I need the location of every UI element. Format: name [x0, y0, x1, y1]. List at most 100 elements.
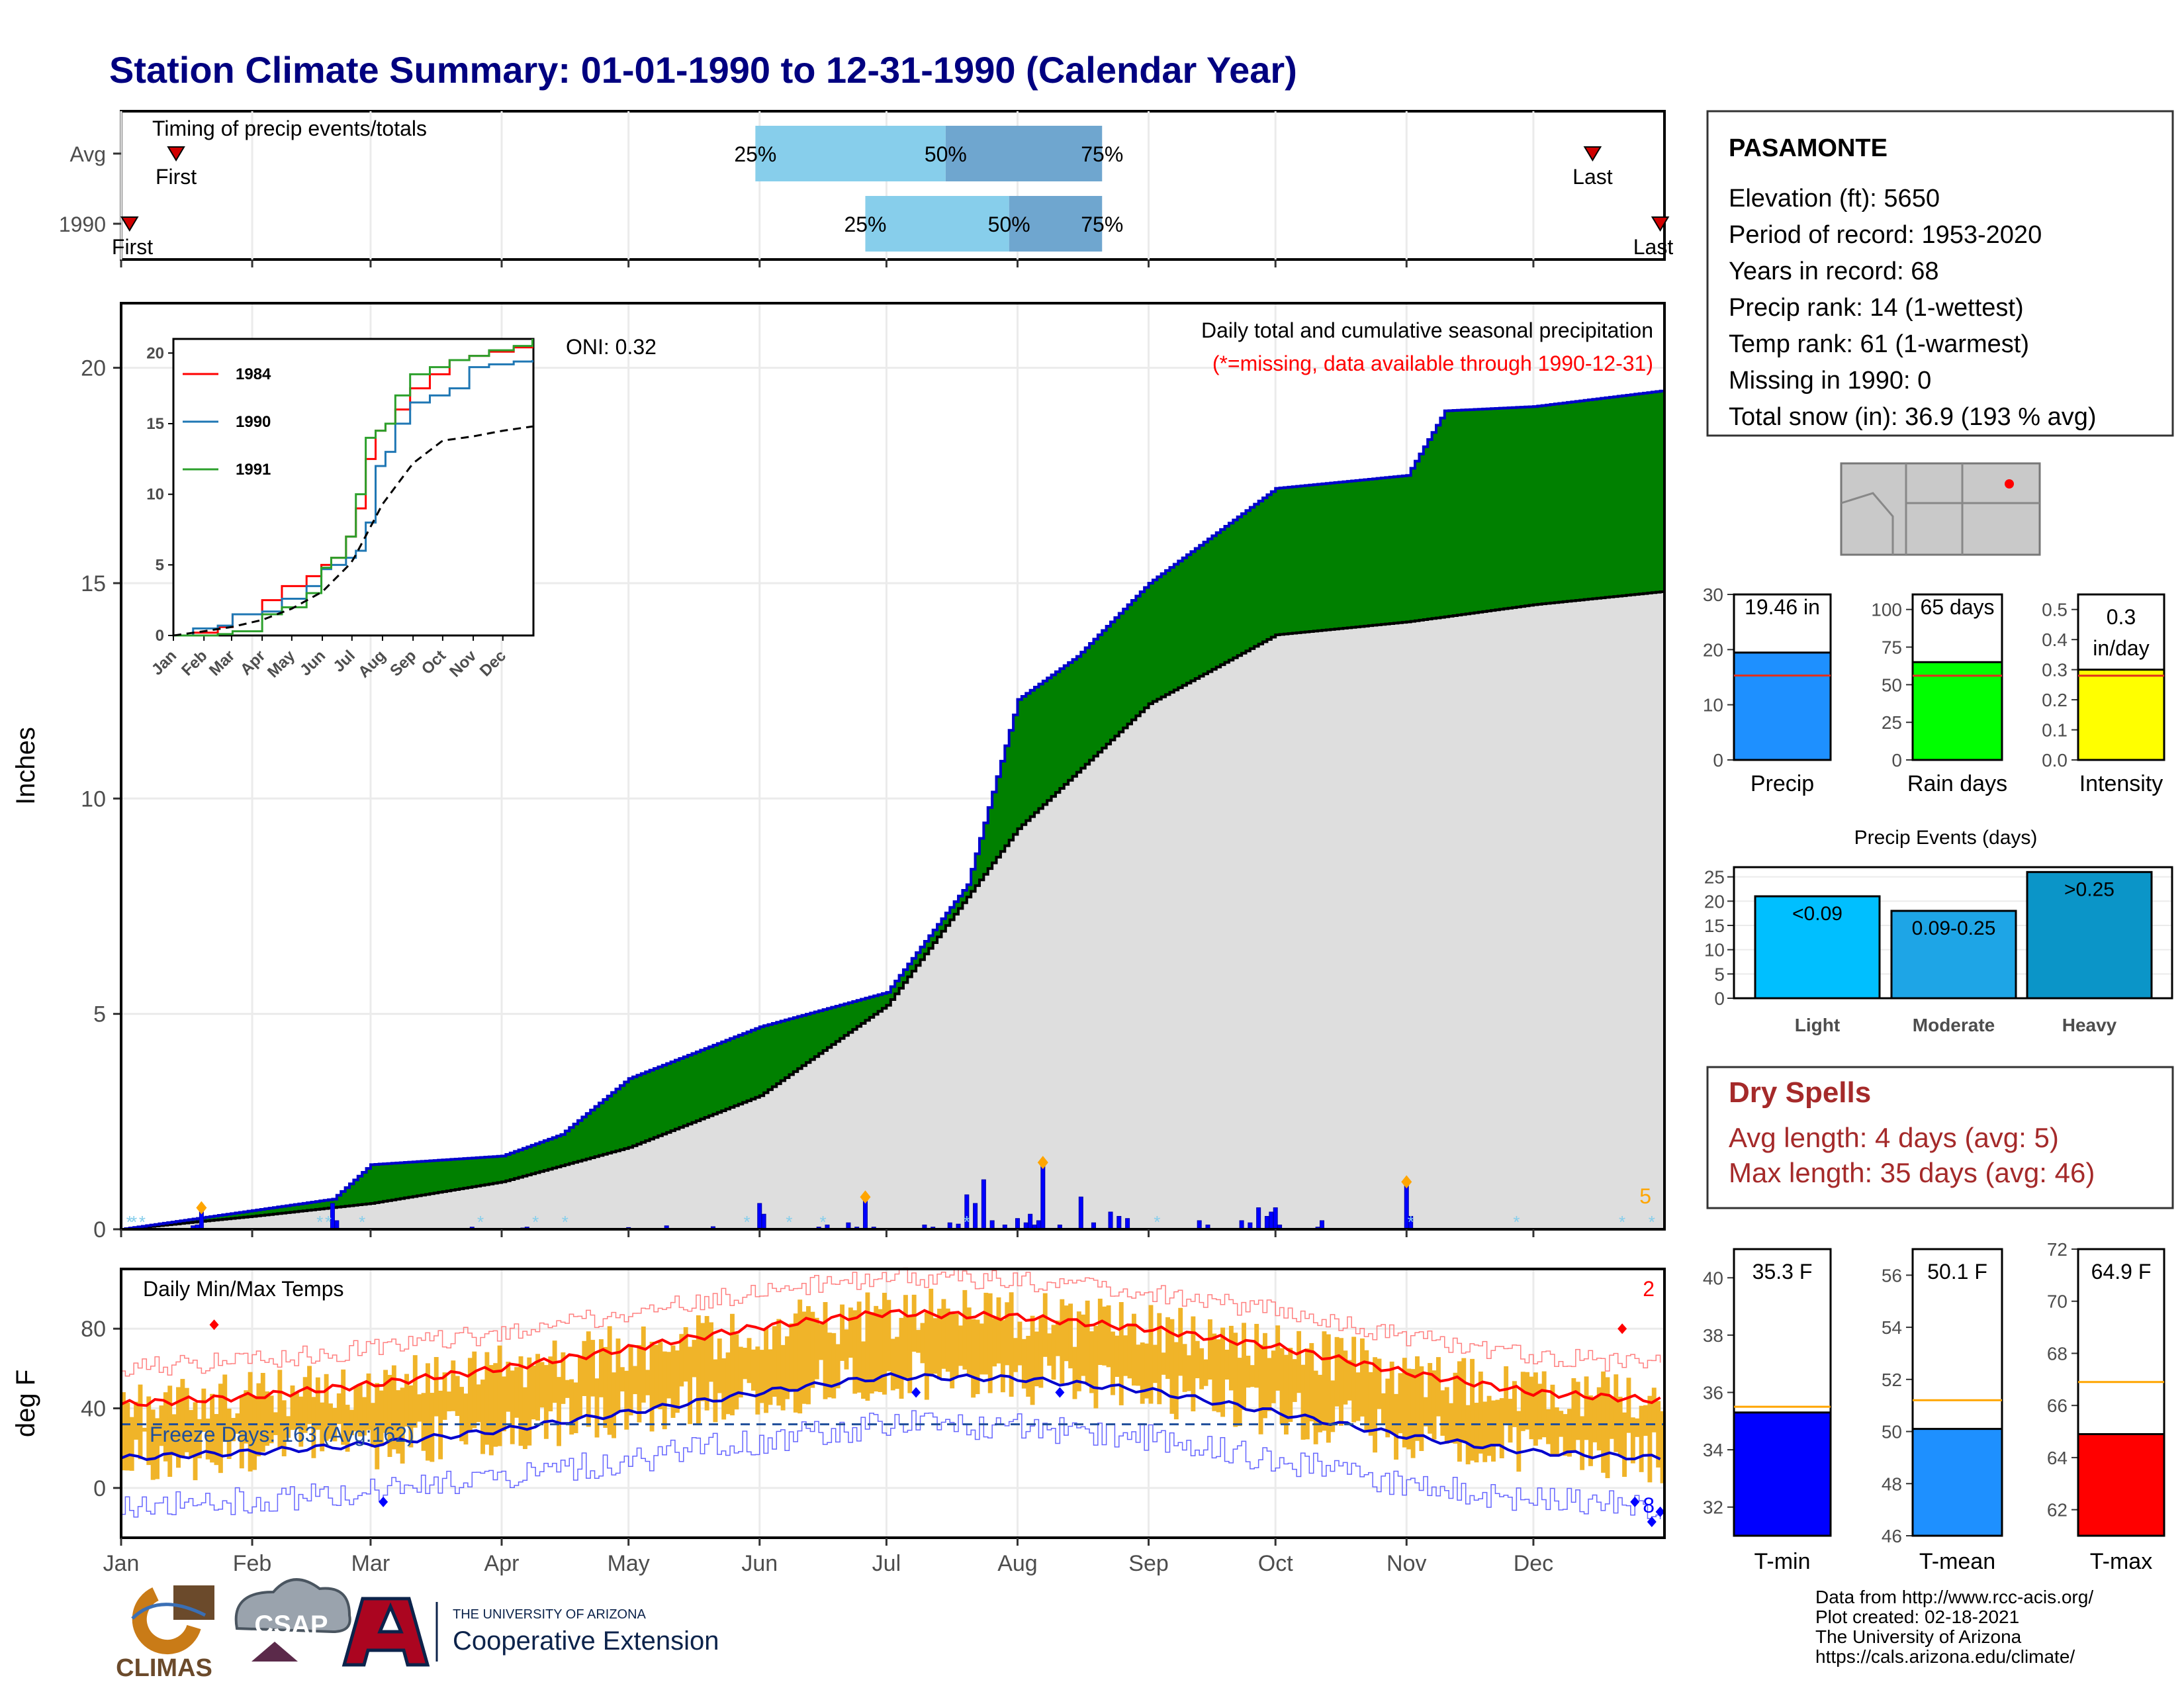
- mini-bar-value: [1911, 661, 2003, 761]
- daily-temp-range-bar: [1127, 1323, 1132, 1379]
- mini-bar-tick-label: 0: [1891, 750, 1902, 771]
- daily-temp-range-bar: [1021, 1338, 1026, 1389]
- daily-precip-bar: [1264, 1215, 1269, 1230]
- mini-bar-value-label: 19.46 in: [1745, 595, 1820, 619]
- daily-temp-range-bar: [256, 1383, 261, 1456]
- timing-row-label: 1990: [59, 212, 106, 236]
- daily-temp-range-bar: [1136, 1344, 1141, 1386]
- events-tick-label: 5: [1714, 964, 1725, 984]
- p75-label: 75%: [1081, 142, 1123, 166]
- daily-temp-range-bar: [692, 1340, 697, 1378]
- events-bar-text: 0.09-0.25: [1912, 917, 1996, 939]
- daily-temp-range-bar: [1559, 1411, 1564, 1437]
- daily-temp-range-bar: [1254, 1323, 1259, 1388]
- daily-temp-range-bar: [1546, 1409, 1551, 1444]
- daily-temp-range-bar: [290, 1385, 295, 1430]
- daily-temp-range-bar: [861, 1341, 866, 1399]
- daily-temp-range-bar: [286, 1416, 291, 1438]
- daily-temp-range-bar: [341, 1369, 346, 1445]
- daily-temp-range-bar: [1212, 1333, 1217, 1411]
- daily-temp-range-bar: [252, 1396, 257, 1470]
- daily-temp-range-bar: [1643, 1405, 1648, 1436]
- precip-panel-subtitle: (*=missing, data available through 1990-…: [1212, 352, 1653, 375]
- p50-label: 50%: [925, 142, 967, 166]
- mini-bar-value: [2077, 669, 2165, 761]
- observed-cumulative-line: [121, 389, 1664, 1231]
- daily-temp-range-bar: [1267, 1358, 1272, 1411]
- daily-temp-range-bar: [1474, 1403, 1479, 1463]
- daily-temp-range-bar: [899, 1317, 904, 1399]
- temp-bar-tick-label: 56: [1882, 1265, 1902, 1286]
- last-event-label: Last: [1572, 165, 1613, 189]
- freeze-days-label: Freeze Days: 163 (Avg:162): [150, 1423, 414, 1446]
- daily-temp-range-bar: [945, 1308, 950, 1372]
- daily-temp-range-bar: [552, 1340, 557, 1403]
- map-state-border: [1841, 492, 1894, 555]
- daily-precip-bar: [1015, 1218, 1020, 1230]
- average-max-line: [120, 1309, 1661, 1407]
- daily-temp-range-bar: [1207, 1319, 1212, 1380]
- daily-precip-bar: [1273, 1207, 1278, 1230]
- daily-temp-range-bar: [531, 1366, 536, 1420]
- daily-temp-range-bar: [903, 1295, 908, 1378]
- daily-temp-range-bar: [1605, 1377, 1610, 1478]
- daily-temp-range-bar: [578, 1356, 582, 1419]
- daily-temp-range-bar: [789, 1323, 794, 1391]
- daily-temp-range-bar: [1537, 1383, 1543, 1440]
- daily-temp-range-bar: [1482, 1401, 1488, 1462]
- daily-temp-range-bar: [1406, 1368, 1412, 1450]
- daily-temp-range-bar: [561, 1352, 566, 1404]
- daily-temp-range-bar: [1076, 1311, 1081, 1391]
- daily-temp-range-bar: [265, 1391, 270, 1446]
- snow-marker: *: [562, 1212, 569, 1232]
- daily-temp-range-bar: [1339, 1338, 1343, 1426]
- daily-temp-range-bar: [383, 1370, 388, 1433]
- temp-bar-value-label: 35.3 F: [1752, 1260, 1813, 1284]
- snow-marker: *: [477, 1212, 484, 1232]
- daily-precip-bar: [1125, 1218, 1130, 1230]
- daily-temp-range-bar: [1263, 1333, 1267, 1419]
- daily-temp-range-bar: [497, 1345, 502, 1446]
- daily-temp-range-bar: [987, 1293, 993, 1393]
- daily-temp-range-bar: [244, 1390, 249, 1444]
- daily-temp-range-bar: [167, 1385, 173, 1477]
- daily-temp-range-bar: [1322, 1331, 1327, 1431]
- daily-temp-range-bar: [320, 1402, 325, 1452]
- daily-temp-range-bar: [1081, 1314, 1086, 1376]
- record-low-count: 8: [1643, 1493, 1655, 1517]
- mini-bar-label: Intensity: [2079, 771, 2163, 796]
- daily-temp-range-bar: [298, 1396, 304, 1447]
- events-bar-label: Moderate: [1913, 1015, 1995, 1035]
- daily-temp-range-bar: [1246, 1355, 1251, 1388]
- average-cumulative-line: [121, 590, 1664, 1231]
- temp-y-axis-label: deg F: [11, 1370, 40, 1437]
- daily-temp-range-bar: [1258, 1344, 1263, 1434]
- coop-extension-top-text: THE UNIVERSITY OF ARIZONA: [453, 1607, 647, 1622]
- temp-bar-value: [2077, 1432, 2165, 1537]
- daily-temp-range-bar: [747, 1338, 752, 1383]
- csap-logo-icon: [234, 1578, 351, 1634]
- timing-row-label: Avg: [69, 142, 106, 166]
- daily-temp-range-bar: [1584, 1376, 1589, 1440]
- daily-temp-range-bar: [1178, 1307, 1183, 1376]
- daily-temp-range-bar: [823, 1301, 828, 1399]
- daily-temp-range-bar: [1656, 1401, 1661, 1468]
- daily-temp-range-bar: [1432, 1370, 1437, 1440]
- snow-marker: *: [316, 1212, 323, 1232]
- events-bar-text: >0.25: [2064, 878, 2115, 900]
- daily-temp-range-bar: [315, 1377, 320, 1430]
- temp-bar-tick-label: 64: [2047, 1448, 2068, 1468]
- daily-temp-range-bar: [793, 1313, 798, 1413]
- month-label: Dec: [1514, 1551, 1553, 1576]
- daily-temp-range-bar: [696, 1315, 701, 1425]
- month-label: Oct: [1258, 1551, 1293, 1576]
- daily-temp-range-bar: [688, 1346, 693, 1425]
- dry-spells-max: Max length: 35 days (avg: 46): [1729, 1157, 2095, 1188]
- daily-temp-range-bar: [780, 1344, 786, 1411]
- daily-temp-range-bar: [916, 1330, 921, 1353]
- daily-temp-range-bar: [514, 1367, 520, 1418]
- daily-temp-range-bar: [1588, 1395, 1593, 1466]
- daily-temp-range-bar: [201, 1388, 206, 1432]
